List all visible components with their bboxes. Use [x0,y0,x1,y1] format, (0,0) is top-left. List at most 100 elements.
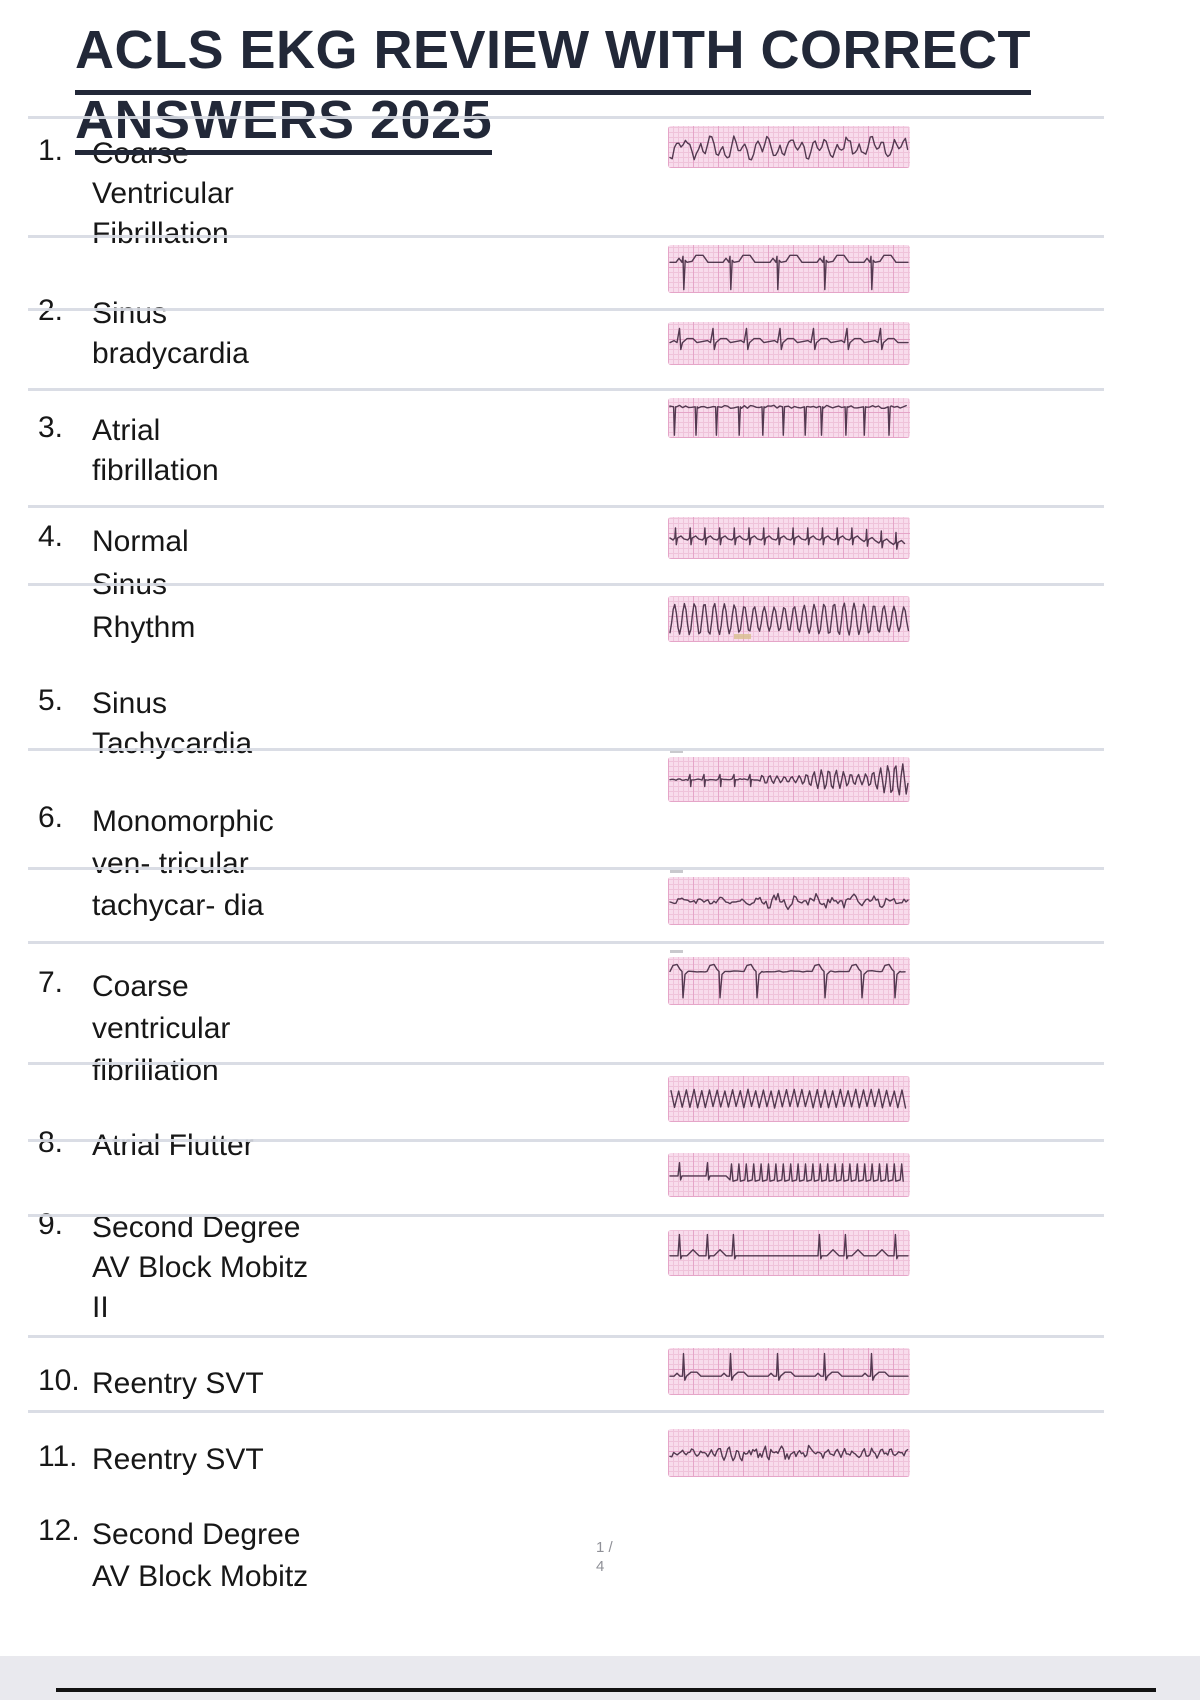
page-indicator-current: 1 / [596,1539,613,1556]
page-title: ACLS EKG REVIEW WITH CORRECT [75,22,1031,95]
item-text-line: Fibrillation [92,217,229,250]
item-number: 4. [38,520,64,553]
ekg-waveform [669,1233,909,1260]
ekg-strip-coarse-ventricular-fibrillation-2 [668,950,910,1005]
row-divider [28,748,1104,751]
item-number: 6. [38,801,64,834]
ekg-waveform [669,602,910,636]
ekg-waveform [669,1444,909,1462]
row-divider [28,308,1104,311]
row-divider [28,867,1104,870]
item-text: Reentry SVT [92,1440,264,1480]
row-divider [28,941,1104,944]
page-title-line2: ANSWERS 2025 [75,92,493,155]
list-item-5: 5. Sinus Tachycardia [38,684,252,764]
page-indicator-total: 4 [596,1558,605,1575]
item-number: 8. [38,1126,64,1159]
ekg-strip-coarse-ventricular-fibrillation [668,126,910,168]
item-text: Coarse ventricular fibrillation [92,966,230,1092]
item-text-line: II [92,1291,109,1324]
list-item-8: 8. Atrial Flutter [38,1126,254,1166]
item-text-line: Sinus [92,297,168,330]
item-text-line: bradycardia [92,337,249,370]
ekg-strip-monomorphic-ventricular-tachycardia [668,750,910,802]
item-number: 2. [38,294,63,328]
item-number: 1. [38,134,64,167]
item-text: Second Degree AV Block Mobitz II [92,1208,308,1328]
ekg-strip-reentry-svt-onset [668,1153,910,1197]
row-divider [28,1410,1104,1413]
item-text-line: fibrillation [92,1054,219,1087]
item-text-line: Atrial Flutter [92,1129,254,1162]
footer-rule [56,1688,1156,1692]
item-text-line: Reentry SVT [92,1443,264,1476]
list-item-2: 2. Sinus bradycardia [38,294,249,374]
ekg-strip-atrial-fibrillation [668,398,910,438]
list-item-6: 6. Monomorphic ven- tricular tachycar- dia [38,801,274,927]
footer-band [0,1656,1200,1700]
row-divider [28,1214,1104,1217]
ekg-waveform [669,404,907,436]
ekg-waveform [669,254,909,291]
ekg-waveform [669,892,909,911]
item-number: 12. [38,1514,80,1547]
ekg-strip-fine-fibrillation [668,870,910,925]
ekg-strip-second-degree-av-block-mobitz-ii [668,1230,910,1276]
row-divider [28,505,1104,508]
item-text-line: Rhythm [92,611,196,644]
item-text-line: Normal [92,525,189,558]
row-divider [28,1139,1104,1142]
ekg-waveform [669,1161,904,1182]
ekg-strip-sinus-bradycardia [668,322,910,365]
ekg-waveform [669,963,906,999]
row-divider [28,116,1104,119]
ekg-waveform [669,763,909,796]
item-number: 10. [38,1364,80,1397]
page-indicator: 1 / 4 [596,1538,613,1576]
row-divider [28,1062,1104,1065]
ekg-waveform [670,1088,907,1109]
item-text-line: fibrillation [92,454,219,487]
ekg-strip-reentry-svt-2 [668,1429,910,1477]
item-text: Second Degree AV Block Mobitz [92,1514,308,1598]
item-number: 9. [38,1208,64,1241]
strip-corner-mark [670,870,683,873]
row-divider [28,388,1104,391]
ekg-waveform [669,527,906,550]
item-text: Reentry SVT [92,1364,264,1404]
ekg-strip-sinus-rhythm [668,245,910,293]
item-text: Monomorphic ven- tricular tachycar- dia [92,801,274,927]
list-item-3: 3. Atrial fibrillation [38,411,219,491]
item-text: Atrial fibrillation [92,411,219,491]
item-text-line: Second Degree [92,1518,301,1551]
ekg-strip-normal-sinus-rhythm [668,517,910,559]
strip-accent-mark [734,634,751,639]
item-text-line: Monomorphic [92,805,274,838]
ekg-strip-sinus-tachycardia [668,596,910,642]
item-number: 5. [38,684,64,717]
item-number: 3. [38,411,64,444]
item-text-line: AV Block Mobitz [92,1560,309,1593]
item-text-line: Reentry SVT [92,1367,264,1400]
ekg-waveform [669,135,909,161]
ekg-strip-atrial-flutter [668,1076,910,1122]
ekg-strip-reentry-svt [668,1348,910,1395]
item-text: Sinus Tachycardia [92,684,252,764]
item-number: 11. [38,1440,78,1473]
strip-corner-mark [670,750,683,753]
strip-corner-mark [670,950,683,953]
item-text-line: Ventricular [92,177,234,210]
item-text-line: ven- tricular [92,847,249,880]
list-item-12: 12. Second Degree AV Block Mobitz [38,1514,308,1598]
ekg-waveform [669,1352,909,1381]
item-text: Atrial Flutter [92,1126,254,1166]
ekg-waveform [669,327,909,351]
item-text-line: AV Block Mobitz [92,1251,309,1284]
list-item-11: 11. Reentry SVT [38,1440,264,1480]
row-divider [28,583,1104,586]
row-divider [28,235,1104,238]
list-item-7: 7. Coarse ventricular fibrillation [38,966,230,1092]
item-text-line: Tachycardia [92,727,253,760]
item-text-line: ventricular [92,1012,231,1045]
